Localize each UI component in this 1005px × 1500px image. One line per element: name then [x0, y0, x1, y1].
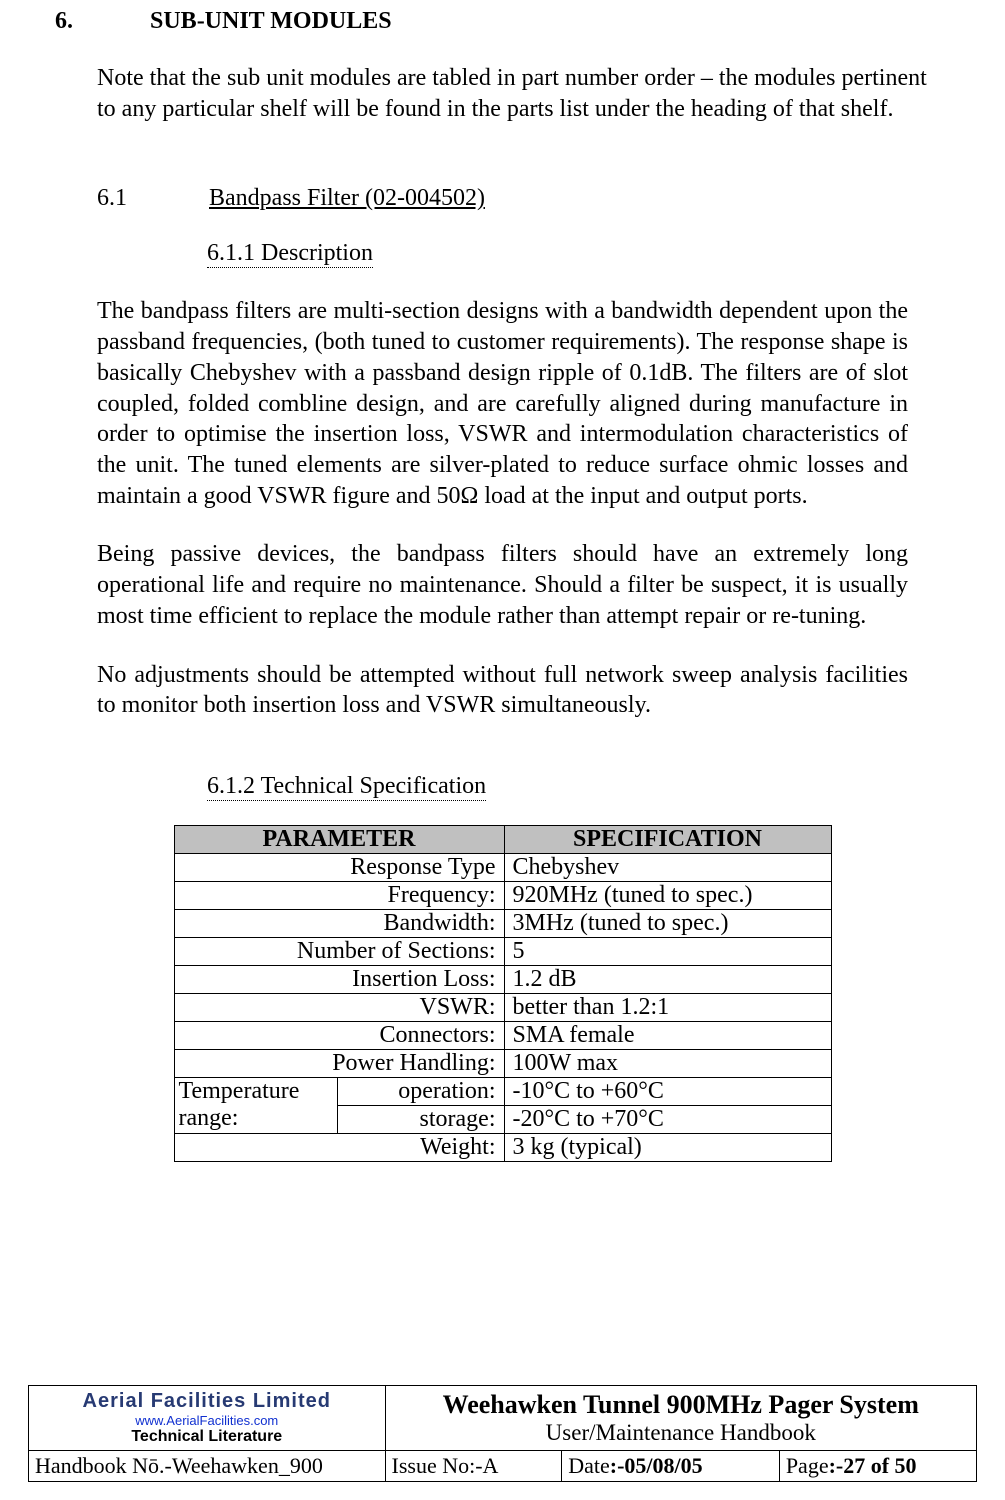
date-value: :-05/08/05: [610, 1453, 703, 1478]
footer-logo-cell: Aerial Facilities Limited www.AerialFaci…: [29, 1386, 386, 1451]
table-row: VSWR:better than 1.2:1: [174, 994, 831, 1022]
footer-page: Page:-27 of 50: [779, 1451, 976, 1482]
spec-cell: 920MHz (tuned to spec.): [504, 882, 831, 910]
heading-number: 6.: [55, 8, 150, 35]
spec-cell: -20°C to +70°C: [504, 1106, 831, 1134]
table-row-temp: Temperature range: operation: -10°C to +…: [174, 1078, 831, 1106]
param-cell: Connectors:: [174, 1022, 504, 1050]
table-row: Connectors:SMA female: [174, 1022, 831, 1050]
table-row: Response TypeChebyshev: [174, 854, 831, 882]
page-label: Page: [786, 1453, 829, 1478]
footer-issue: Issue No:-A: [385, 1451, 562, 1482]
paragraph-description-3: No adjustments should be attempted witho…: [97, 660, 908, 721]
table-row: Insertion Loss:1.2 dB: [174, 966, 831, 994]
sub-number: 6.1: [97, 185, 209, 212]
system-subtitle: User/Maintenance Handbook: [392, 1420, 970, 1446]
sub-title: Bandpass Filter (02-004502): [209, 185, 485, 211]
spec-cell: 1.2 dB: [504, 966, 831, 994]
param-cell: Weight:: [174, 1134, 504, 1162]
spec-cell: Chebyshev: [504, 854, 831, 882]
spec-cell: better than 1.2:1: [504, 994, 831, 1022]
spec-cell: 3MHz (tuned to spec.): [504, 910, 831, 938]
intro-paragraph: Note that the sub unit modules are table…: [97, 63, 950, 125]
section-heading: 6.SUB-UNIT MODULES: [55, 8, 950, 35]
logo-url: www.AerialFacilities.com: [33, 1413, 381, 1428]
footer-title-cell: Weehawken Tunnel 900MHz Pager System Use…: [385, 1386, 976, 1451]
paragraph-description-1: The bandpass filters are multi-section d…: [97, 296, 908, 511]
spec-cell: 3 kg (typical): [504, 1134, 831, 1162]
footer-date: Date:-05/08/05: [562, 1451, 780, 1482]
subsection-6-1: 6.1Bandpass Filter (02-004502): [97, 185, 950, 212]
spec-cell: -10°C to +60°C: [504, 1078, 831, 1106]
table-row: Bandwidth:3MHz (tuned to spec.): [174, 910, 831, 938]
logo-literature: Technical Literature: [33, 1428, 381, 1446]
param-cell: VSWR:: [174, 994, 504, 1022]
header-parameter: PARAMETER: [174, 826, 504, 854]
subsection-6-1-1: 6.1.1 Description: [207, 240, 373, 268]
temp-sub: operation:: [337, 1078, 504, 1106]
table-header-row: PARAMETER SPECIFICATION: [174, 826, 831, 854]
param-cell: Bandwidth:: [174, 910, 504, 938]
table-row: Frequency:920MHz (tuned to spec.): [174, 882, 831, 910]
param-cell: Power Handling:: [174, 1050, 504, 1078]
paragraph-description-2: Being passive devices, the bandpass filt…: [97, 539, 908, 631]
param-cell: Response Type: [174, 854, 504, 882]
header-specification: SPECIFICATION: [504, 826, 831, 854]
spec-cell: 5: [504, 938, 831, 966]
footer-handbook: Handbook Nō.-Weehawken_900: [29, 1451, 386, 1482]
temp-label: Temperature range:: [174, 1078, 337, 1134]
subsection-6-1-2: 6.1.2 Technical Specification: [207, 773, 486, 801]
page-footer: Aerial Facilities Limited www.AerialFaci…: [0, 1385, 1005, 1482]
system-title: Weehawken Tunnel 900MHz Pager System: [392, 1390, 970, 1420]
temp-sub: storage:: [337, 1106, 504, 1134]
table-row: Weight:3 kg (typical): [174, 1134, 831, 1162]
page-value: :-27 of 50: [829, 1453, 917, 1478]
param-cell: Number of Sections:: [174, 938, 504, 966]
param-cell: Frequency:: [174, 882, 504, 910]
table-row: Number of Sections:5: [174, 938, 831, 966]
table-row: Power Handling:100W max: [174, 1050, 831, 1078]
spec-cell: SMA female: [504, 1022, 831, 1050]
spec-cell: 100W max: [504, 1050, 831, 1078]
logo-company: Aerial Facilities Limited: [33, 1390, 381, 1413]
param-cell: Insertion Loss:: [174, 966, 504, 994]
date-label: Date: [568, 1453, 610, 1478]
heading-title: SUB-UNIT MODULES: [150, 8, 392, 34]
specification-table: PARAMETER SPECIFICATION Response TypeChe…: [174, 825, 832, 1162]
